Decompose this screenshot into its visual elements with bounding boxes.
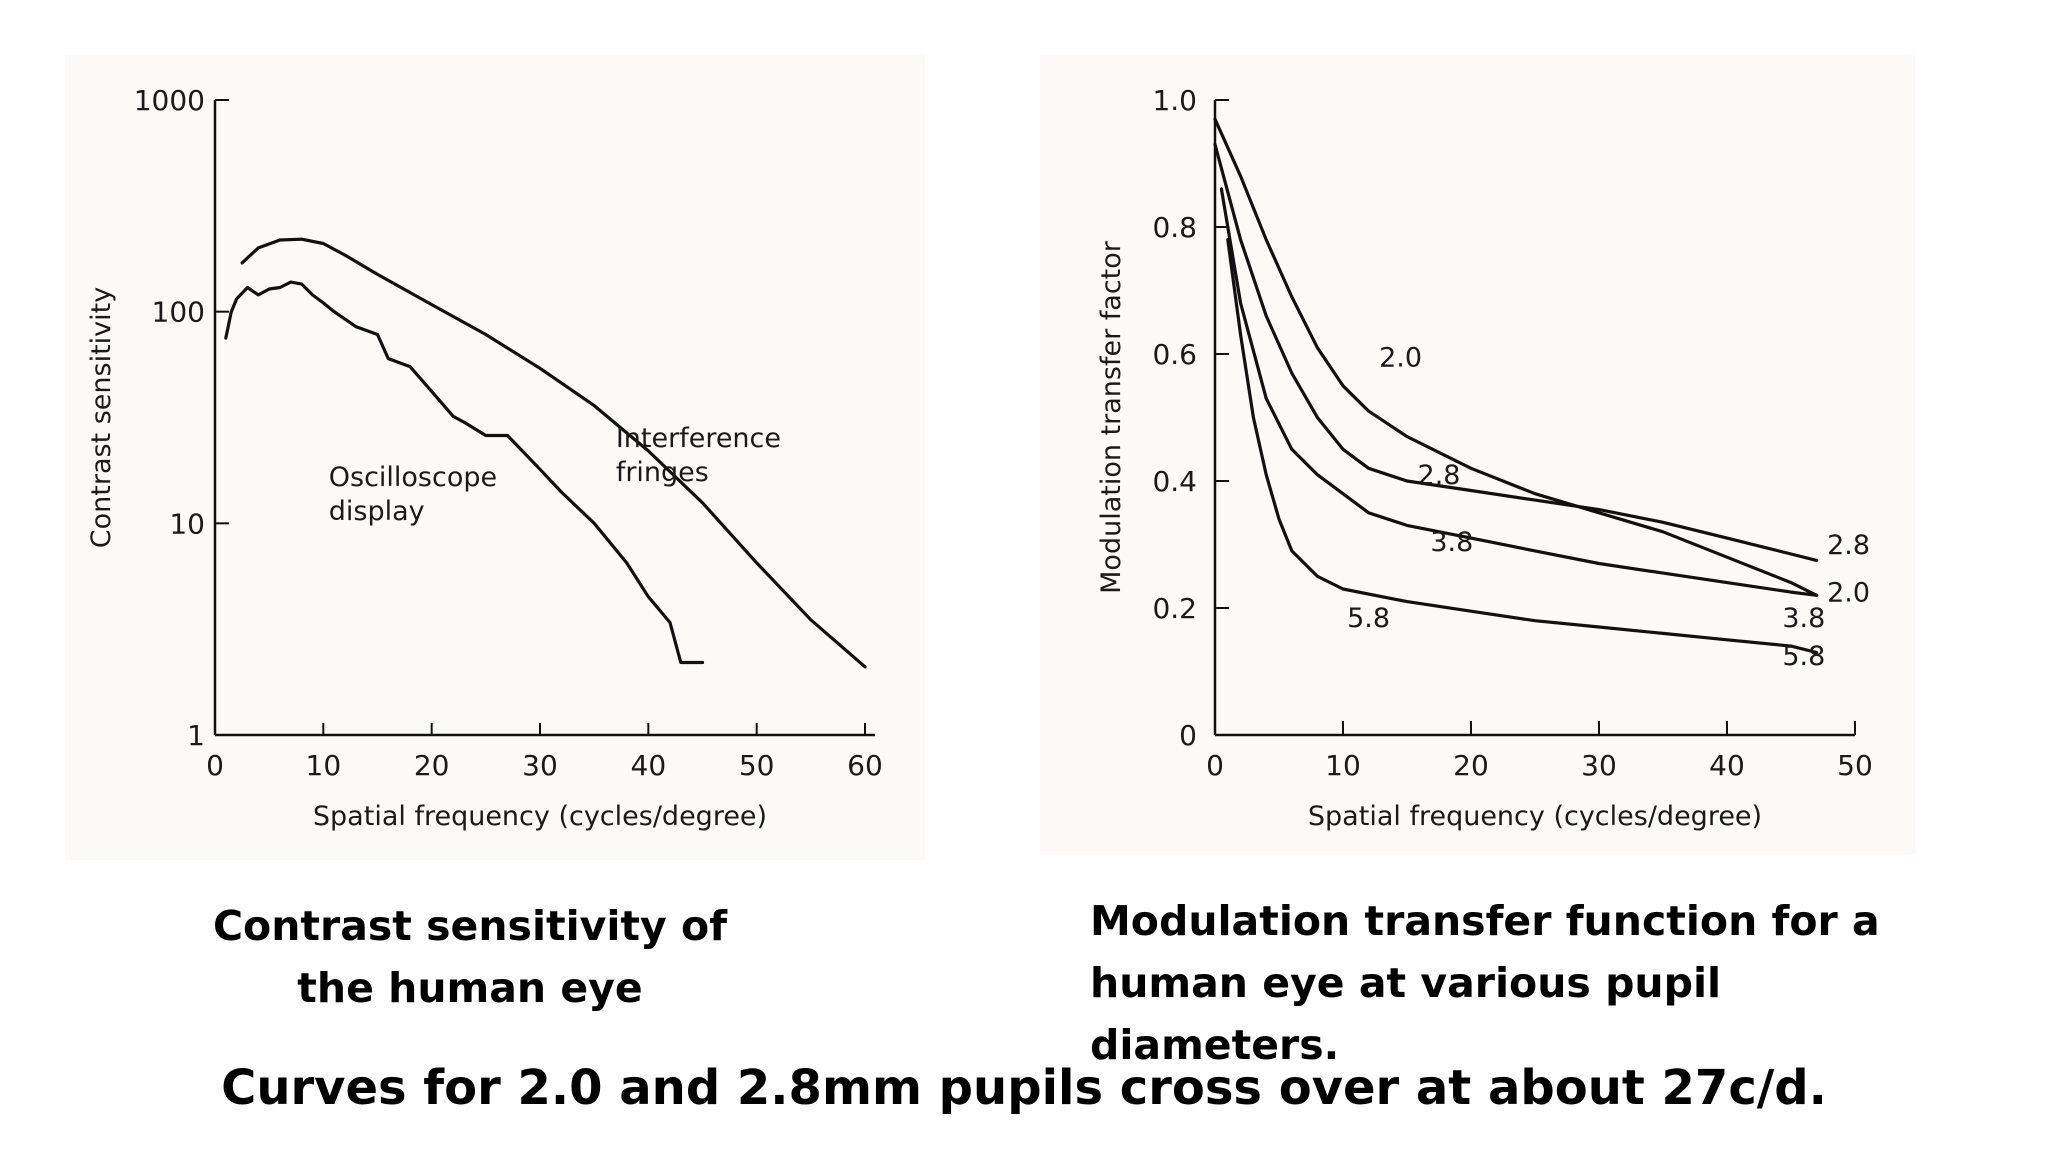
x-tick-label: 40 [631,749,667,782]
series-line-oscilloscope-display [224,280,705,665]
y-tick-label: 0.4 [1152,465,1197,498]
left-caption-line-2: the human eye [297,964,643,1012]
right-caption: Modulation transfer function for a human… [1090,890,1960,1076]
y-tick-label: 0 [1179,719,1197,752]
x-tick-label: 30 [1581,749,1617,782]
series-label-inline: 5.8 [1347,603,1390,634]
series-label-interference-fringes: Interference [616,423,781,454]
series-label-end: 3.8 [1782,603,1825,634]
y-tick-label: 100 [152,296,205,329]
x-tick-label: 40 [1709,749,1745,782]
right-figure-panel: 0 10 20 30 40 50 0 0.2 0.4 0.6 0.8 1.0 Spatial frequ… [1040,55,1915,855]
x-tick-label: 0 [1206,749,1224,782]
left-caption: Contrast sensitivity of the human eye [190,895,750,1019]
y-axis-label: Contrast sensitivity [86,287,117,548]
series-label-end: 5.8 [1782,641,1825,672]
y-tick-label: 1000 [134,84,205,117]
series-label-inline: 3.8 [1430,527,1473,558]
series-line-3-8 [1219,187,1819,597]
series-label-inline: 2.8 [1418,460,1461,491]
series-line-2-0 [1213,117,1819,597]
series-label-end: 2.8 [1827,530,1870,561]
y-tick-label: 0.2 [1152,592,1197,625]
x-tick-label: 0 [206,749,224,782]
series-label-oscilloscope-display: Oscilloscope [329,462,497,493]
y-tick-label: 10 [169,507,205,540]
y-tick-label: 0.8 [1152,211,1197,244]
x-tick-label: 10 [1325,749,1361,782]
footer-note: Curves for 2.0 and 2.8mm pupils cross ov… [221,1060,1827,1116]
x-axis-label: Spatial frequency (cycles/degree) [313,801,767,832]
left-figure-panel: 0 10 20 30 40 50 60 1 10 100 1000 Spatial frequency… [65,55,925,860]
series-line-5-8 [1226,238,1819,655]
series-label-interference-fringes: fringes [616,457,709,488]
contrast-sensitivity-chart: 0 10 20 30 40 50 60 1 10 100 1000 Spatial frequency… [86,84,883,832]
series-label-end: 2.0 [1827,578,1870,609]
y-tick-label: 1.0 [1152,84,1197,117]
x-tick-label: 10 [306,749,342,782]
right-caption-line-2: human eye at various pupil diameters. [1090,959,1722,1069]
mtf-chart: 0 10 20 30 40 50 0 0.2 0.4 0.6 0.8 1.0 Spatial frequ… [1096,84,1873,832]
y-axis-label: Modulation transfer factor [1096,240,1127,594]
x-tick-label: 20 [1453,749,1489,782]
y-tick-label: 1 [187,719,205,752]
left-caption-line-1: Contrast sensitivity of [212,902,728,950]
x-tick-label: 50 [739,749,775,782]
series-label-inline: 2.0 [1379,343,1422,374]
series-label-oscilloscope-display: display [329,496,425,527]
x-tick-label: 20 [414,749,450,782]
x-tick-label: 50 [1837,749,1873,782]
series-line-2-8 [1213,142,1819,562]
x-tick-label: 60 [847,749,883,782]
right-caption-line-1: Modulation transfer function for a [1090,897,1880,945]
x-tick-label: 30 [522,749,558,782]
series-line-interference-fringes [240,237,867,669]
y-tick-label: 0.6 [1152,338,1197,371]
x-axis-label: Spatial frequency (cycles/degree) [1308,801,1762,832]
